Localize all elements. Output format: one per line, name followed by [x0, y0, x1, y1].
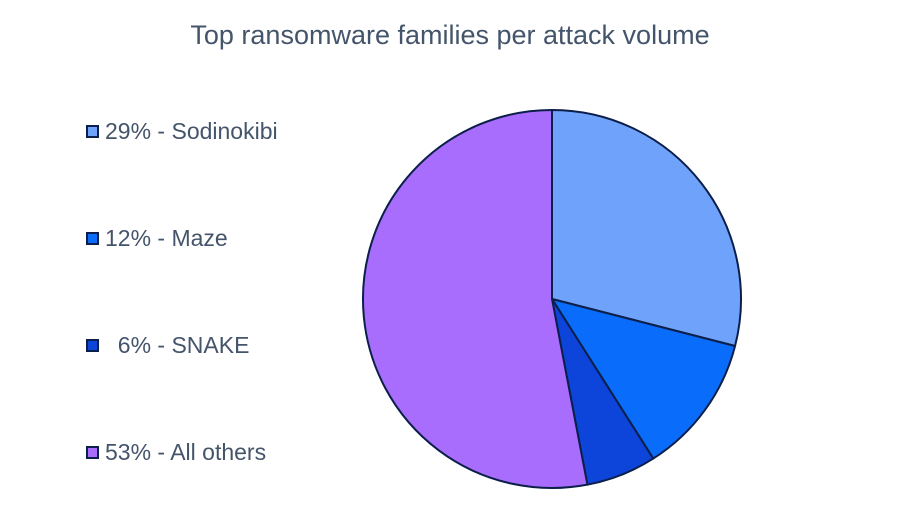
legend-swatch	[86, 231, 99, 245]
pie-slice-maze	[551, 298, 737, 460]
pie-slice-all-others	[361, 109, 589, 489]
legend-swatch	[86, 338, 99, 352]
pie-slice-sodinokibi	[551, 109, 742, 347]
legend-swatch	[86, 445, 99, 459]
legend-label: 12% - Maze	[105, 224, 228, 251]
legend-item-all-others: 53% - All others	[86, 437, 406, 467]
legend-swatch	[86, 124, 99, 138]
legend-item-sodinokibi: 29% - Sodinokibi	[86, 116, 406, 146]
legend-label: 6% - SNAKE	[105, 331, 250, 358]
legend-item-snake: 6% - SNAKE	[86, 330, 406, 360]
legend-label: 29% - Sodinokibi	[105, 117, 278, 144]
legend-label: 53% - All others	[105, 438, 267, 465]
chart-title: Top ransomware families per attack volum…	[190, 20, 710, 50]
legend-item-maze: 12% - Maze	[86, 223, 406, 253]
